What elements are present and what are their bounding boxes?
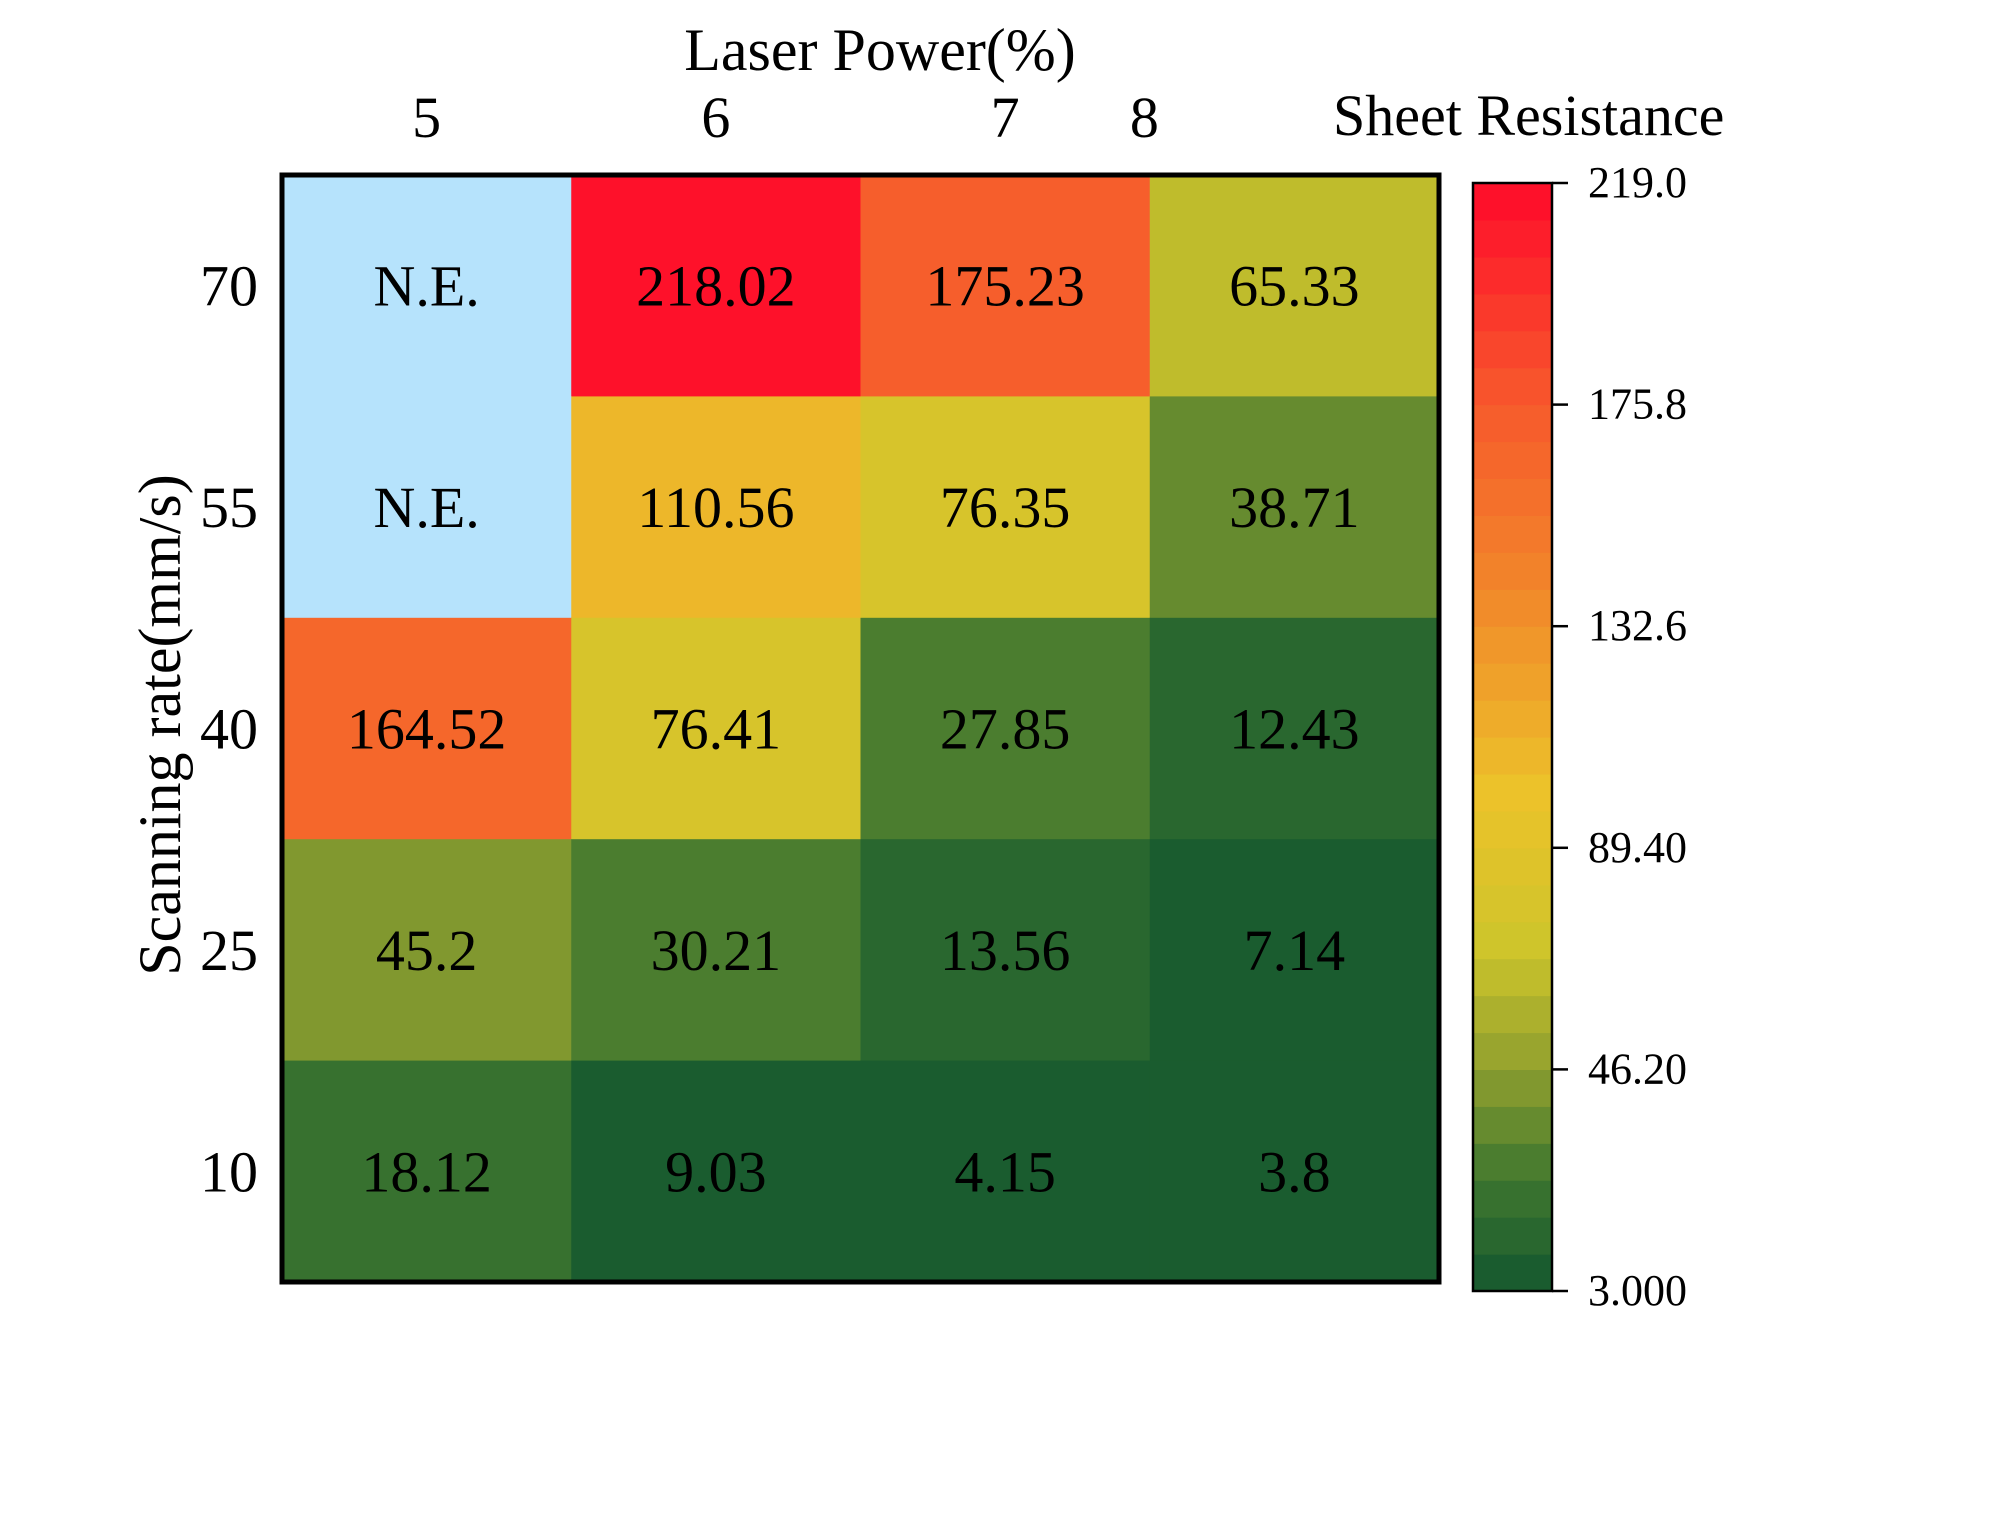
cell-value-label: 76.35 — [940, 475, 1071, 540]
colorbar-segment — [1473, 810, 1552, 849]
colorbar-segment — [1473, 552, 1552, 590]
heatmap-cell — [1149, 1060, 1440, 1283]
heatmap-cell — [1149, 175, 1440, 397]
heatmap-cell — [282, 396, 572, 619]
colorbar-tick-label: 132.6 — [1588, 601, 1687, 650]
cell-value-label: 76.41 — [651, 697, 782, 762]
heatmap-cell — [282, 1060, 572, 1283]
cell-value-label: 164.52 — [347, 697, 507, 762]
cell-value-label: 13.56 — [940, 918, 1071, 983]
colorbar-tick-label: 3.000 — [1588, 1266, 1687, 1315]
colorbar-segment — [1473, 183, 1552, 221]
x-tick-label: 7 — [991, 85, 1020, 150]
heatmap-cell — [571, 839, 862, 1062]
cell-value-label: 45.2 — [376, 918, 478, 983]
colorbar-segment — [1473, 1032, 1552, 1070]
colorbar-tick-label: 89.40 — [1588, 823, 1687, 872]
colorbar-segment — [1473, 515, 1552, 553]
y-axis-label: Scanning rate(mm/s) — [127, 474, 193, 976]
colorbar-segment — [1473, 219, 1552, 258]
cell-value-label: 110.56 — [637, 475, 794, 540]
heatmap-cell — [282, 175, 572, 397]
colorbar-segment — [1473, 921, 1552, 960]
heatmap-cell — [860, 617, 1151, 840]
colorbar-title: Sheet Resistance — [1333, 83, 1724, 148]
x-axis-label: Laser Power(%) — [684, 17, 1076, 83]
heatmap-cell — [860, 839, 1151, 1062]
heatmap-cell — [282, 617, 572, 840]
cell-value-label: 18.12 — [361, 1139, 492, 1204]
heatmap-cell — [571, 617, 862, 840]
colorbar-segment — [1473, 256, 1552, 295]
cell-value-label: N.E. — [373, 254, 479, 319]
heatmap-cell — [1149, 617, 1440, 840]
colorbar-segment — [1473, 663, 1552, 701]
colorbar-segment — [1473, 293, 1552, 332]
colorbar-segment — [1473, 1217, 1552, 1255]
cell-value-label: 65.33 — [1229, 254, 1360, 319]
colorbar-segment — [1473, 1254, 1552, 1292]
y-tick-label: 40 — [200, 697, 258, 762]
cell-value-label: N.E. — [373, 475, 479, 540]
x-axis-ticks: 5 6 7 8 — [412, 85, 1159, 150]
cell-value-label: 3.8 — [1258, 1139, 1331, 1204]
cell-value-label: 4.15 — [954, 1139, 1056, 1204]
heatmap-cell — [1149, 396, 1440, 619]
heatmap-cell — [860, 396, 1151, 619]
colorbar-segment — [1473, 1069, 1552, 1107]
heatmap-cell — [571, 396, 862, 619]
plot-frame — [279, 172, 1442, 1285]
colorbar-segment — [1473, 330, 1552, 369]
heatmap-cell — [860, 175, 1151, 397]
cell-value-label: 12.43 — [1229, 697, 1360, 762]
colorbar-segment — [1473, 995, 1552, 1034]
y-tick-label: 25 — [200, 918, 258, 983]
x-tick-label: 6 — [701, 85, 730, 150]
cell-value-label: 30.21 — [651, 918, 782, 983]
y-axis-ticks: 70 55 40 25 10 — [200, 254, 258, 1205]
colorbar-segment — [1473, 589, 1552, 627]
heatmap-cells: N.E. 218.02 175.23 65.33 N.E. 110.56 76.35 38.7… — [282, 175, 1440, 1283]
cell-value-label: 38.71 — [1229, 475, 1360, 540]
colorbar-segment — [1473, 884, 1552, 923]
colorbar: 219.0 175.8 132.6 89.40 46.20 3.000 — [1471, 158, 1687, 1315]
colorbar-segment — [1473, 478, 1552, 516]
colorbar-segment — [1473, 404, 1552, 443]
colorbar-tick-label: 175.8 — [1588, 380, 1687, 429]
y-tick-label: 55 — [200, 475, 258, 540]
colorbar-segment — [1473, 1180, 1552, 1218]
heatmap-cell — [860, 1060, 1151, 1283]
x-tick-label: 8 — [1130, 85, 1159, 150]
colorbar-frame — [1471, 181, 1554, 1293]
heatmap-cell — [571, 1060, 862, 1283]
colorbar-segment — [1473, 773, 1552, 812]
x-tick-label: 5 — [412, 85, 441, 150]
colorbar-segment — [1473, 1106, 1552, 1144]
y-tick-label: 70 — [200, 254, 258, 319]
heatmap-cell — [282, 839, 572, 1062]
colorbar-segment — [1473, 1143, 1552, 1181]
y-tick-label: 10 — [200, 1139, 258, 1204]
colorbar-segment — [1473, 737, 1552, 775]
heatmap-cell — [1149, 839, 1440, 1062]
colorbar-segment — [1473, 958, 1552, 997]
colorbar-segment — [1473, 847, 1552, 886]
heatmap-cell — [571, 175, 862, 397]
cell-value-label: 218.02 — [636, 254, 796, 319]
colorbar-segment — [1473, 700, 1552, 738]
colorbar-segment — [1473, 367, 1552, 406]
cell-value-label: 27.85 — [940, 697, 1071, 762]
colorbar-segment — [1473, 441, 1552, 480]
cell-value-label: 9.03 — [665, 1139, 767, 1204]
colorbar-segment — [1473, 626, 1552, 664]
cell-value-label: 7.14 — [1244, 918, 1346, 983]
colorbar-tick-label: 46.20 — [1588, 1044, 1687, 1093]
colorbar-tick-label: 219.0 — [1588, 158, 1687, 207]
cell-value-label: 175.23 — [925, 254, 1085, 319]
